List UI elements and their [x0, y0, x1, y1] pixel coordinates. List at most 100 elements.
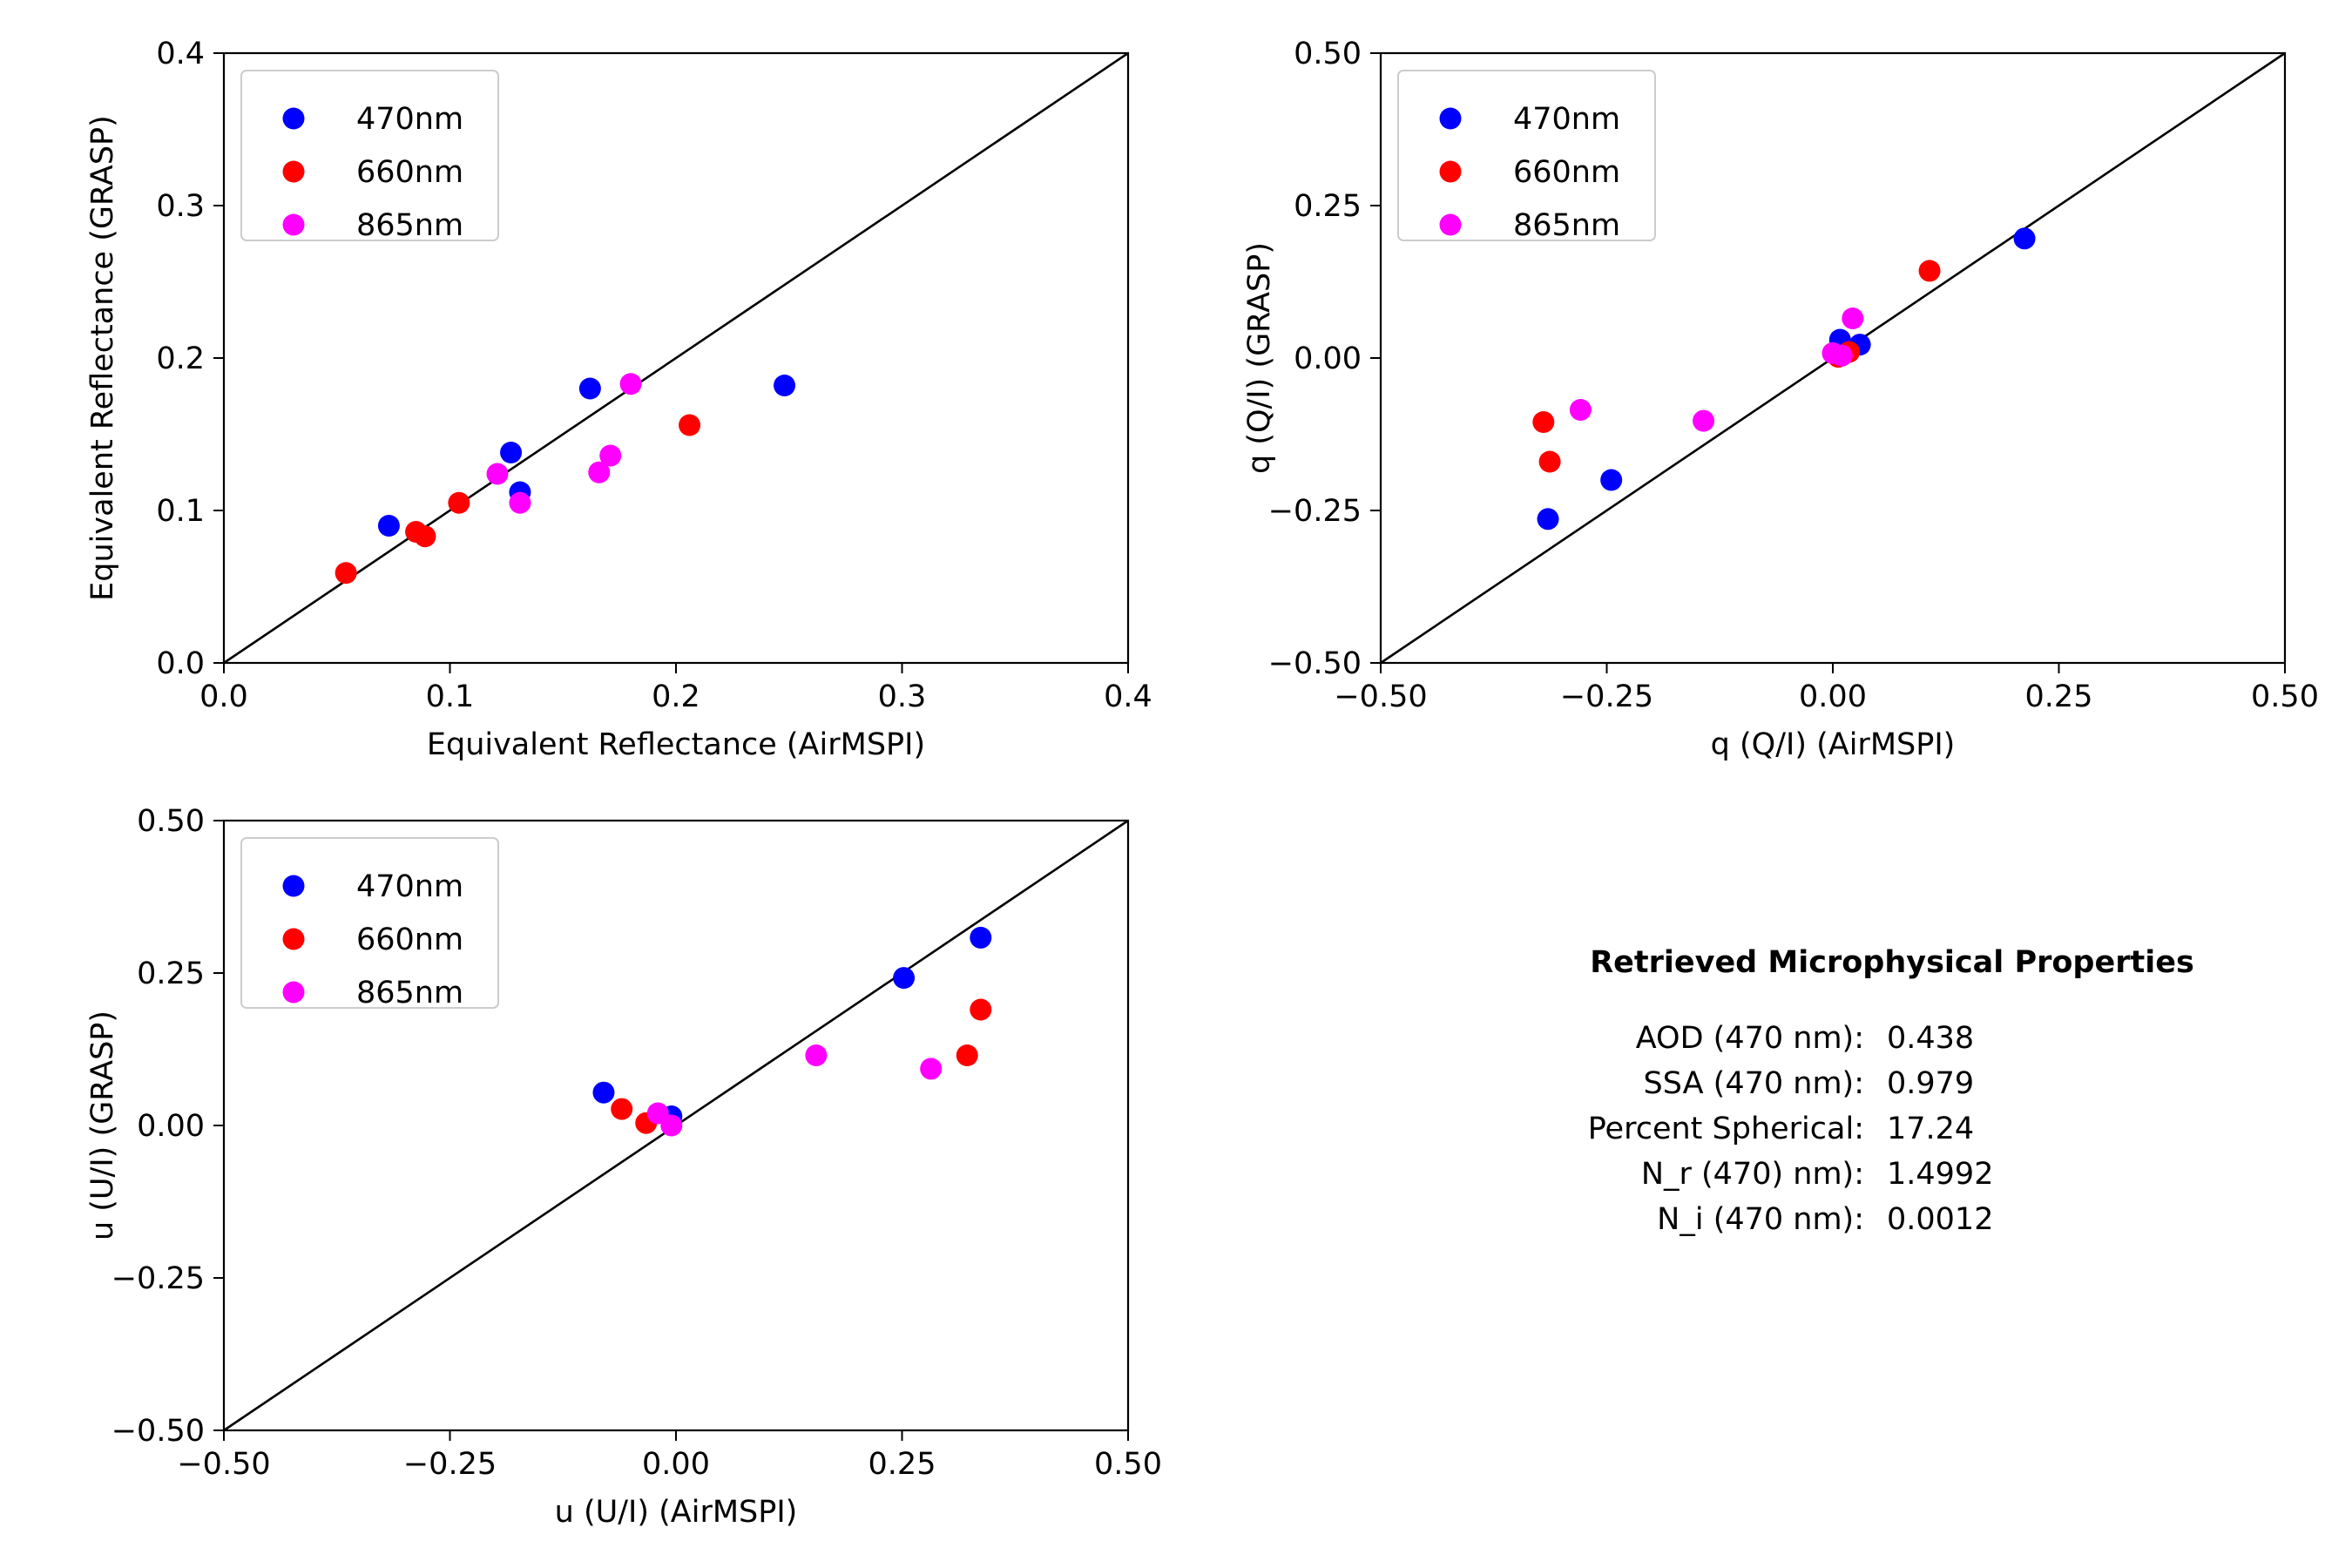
legend: 470nm 660nm 865nm	[240, 70, 499, 243]
data-point-865nm	[660, 1114, 683, 1137]
legend: 470nm 660nm 865nm	[240, 837, 499, 1010]
property-label: SSA (470 nm):	[1644, 1066, 1864, 1101]
legend-label: 660nm	[356, 155, 463, 190]
x-tick-label: 0.4	[1104, 679, 1152, 714]
legend-marker-865nm	[282, 213, 305, 236]
x-tick-label: 0.25	[2025, 679, 2093, 714]
property-label: AOD (470 nm):	[1636, 1021, 1864, 1056]
x-tick-label: −0.50	[1334, 679, 1427, 714]
legend-label: 865nm	[356, 208, 463, 243]
y-tick-label: 0.0	[156, 646, 205, 681]
legend-marker-660nm	[282, 160, 305, 183]
data-point-865nm	[599, 444, 622, 467]
x-axis-label: q (Q/I) (AirMSPI)	[1711, 727, 1956, 762]
series-865nm	[1569, 308, 1864, 432]
data-point-865nm	[486, 463, 509, 485]
property-value: 0.979	[1887, 1066, 1974, 1101]
data-point-865nm	[509, 491, 531, 514]
series-865nm	[646, 1044, 943, 1137]
legend-label: 660nm	[1513, 155, 1620, 190]
y-tick-label: −0.25	[112, 1261, 205, 1296]
property-value: 1.4992	[1887, 1157, 1993, 1192]
panel-reflectance: 0.0 0.1 0.2 0.3 0.4 0.0 0.1 0.2 0.3 0.4 Equivalent…	[85, 37, 1152, 762]
legend-marker-470nm	[282, 107, 305, 130]
data-point-470nm	[893, 967, 916, 990]
property-label: N_i (470 nm):	[1657, 1202, 1864, 1237]
y-tick-label: 0.25	[137, 956, 205, 991]
x-tick-label: 0.25	[868, 1447, 936, 1482]
y-tick-label: 0.50	[137, 804, 205, 839]
y-tick-label: 0.50	[1294, 37, 1362, 71]
data-point-865nm	[1830, 344, 1853, 367]
legend-frame	[240, 837, 499, 1009]
property-value: 17.24	[1887, 1112, 1974, 1146]
panel-q-stokes: −0.50 −0.25 0.00 0.25 0.50 −0.50 −0.25 0.00 0.25…	[1242, 37, 2319, 762]
legend-label: 865nm	[1513, 208, 1620, 243]
property-value: 0.438	[1887, 1021, 1974, 1056]
x-tick-label: 0.2	[652, 679, 700, 714]
y-tick-label: −0.25	[1268, 494, 1362, 529]
series-865nm	[486, 373, 642, 514]
x-tick-label: −0.25	[1560, 679, 1653, 714]
y-tick-label: 0.00	[1294, 341, 1362, 376]
data-point-660nm	[611, 1098, 633, 1120]
legend-label: 470nm	[356, 869, 463, 904]
property-label: Percent Spherical:	[1588, 1112, 1864, 1146]
legend-label: 470nm	[1513, 102, 1620, 137]
properties-line-percent-spherical: Percent Spherical: 17.24	[1588, 1112, 1975, 1146]
y-tick-label: 0.2	[156, 341, 205, 376]
y-tick-label: 0.25	[1294, 189, 1362, 224]
x-tick-label: 0.1	[426, 679, 475, 714]
properties-line-nr: N_r (470) nm): 1.4992	[1641, 1157, 1994, 1192]
legend-marker-470nm	[1439, 107, 1462, 130]
x-tick-label: 0.50	[2251, 679, 2319, 714]
data-point-470nm	[500, 442, 523, 463]
data-point-660nm	[448, 491, 470, 514]
x-tick-label: 0.0	[199, 679, 248, 714]
legend: 470nm 660nm 865nm	[1397, 70, 1656, 243]
data-point-470nm	[774, 375, 796, 396]
series-660nm	[335, 414, 701, 585]
data-point-660nm	[414, 525, 436, 548]
x-tick-label: 0.00	[642, 1447, 710, 1482]
properties-title: Retrieved Microphysical Properties	[1590, 945, 2194, 980]
properties-line-aod: AOD (470 nm): 0.438	[1636, 1021, 1974, 1056]
x-tick-label: 0.3	[878, 679, 927, 714]
y-axis-label: q (Q/I) (GRASP)	[1242, 242, 1277, 474]
property-label: N_r (470) nm):	[1641, 1157, 1864, 1192]
y-tick-label: 0.4	[156, 37, 205, 71]
data-point-660nm	[335, 562, 357, 585]
y-tick-label: 0.3	[156, 189, 205, 224]
data-point-470nm	[578, 377, 601, 400]
legend-label: 470nm	[356, 102, 463, 137]
identity-line	[223, 51, 1129, 665]
data-point-865nm	[588, 461, 611, 483]
x-axis-label: Equivalent Reflectance (AirMSPI)	[427, 727, 925, 762]
series-660nm	[611, 998, 992, 1134]
data-point-470nm	[1600, 469, 1623, 491]
data-point-865nm	[1569, 399, 1592, 421]
data-point-865nm	[1842, 308, 1864, 329]
legend-marker-865nm	[1439, 213, 1462, 236]
data-point-865nm	[920, 1058, 943, 1080]
data-point-865nm	[805, 1044, 828, 1066]
data-point-470nm	[970, 926, 992, 949]
legend-marker-865nm	[282, 981, 305, 1004]
data-point-660nm	[1538, 450, 1561, 473]
y-tick-label: −0.50	[112, 1414, 205, 1449]
data-point-660nm	[679, 414, 701, 436]
y-axis-label: Equivalent Reflectance (GRASP)	[85, 115, 120, 601]
panel-u-stokes: −0.50 −0.25 0.00 0.25 0.50 −0.50 −0.25 0.00 0.25…	[85, 804, 1162, 1530]
legend-marker-470nm	[282, 875, 305, 897]
y-tick-label: −0.50	[1268, 646, 1362, 681]
data-point-660nm	[1532, 411, 1555, 433]
x-tick-label: 0.00	[1799, 679, 1867, 714]
data-point-470nm	[1537, 508, 1559, 531]
legend-frame	[1397, 70, 1656, 241]
data-point-470nm	[2013, 227, 2036, 250]
data-point-660nm	[970, 998, 992, 1021]
legend-label: 865nm	[356, 976, 463, 1010]
data-point-660nm	[956, 1044, 978, 1066]
